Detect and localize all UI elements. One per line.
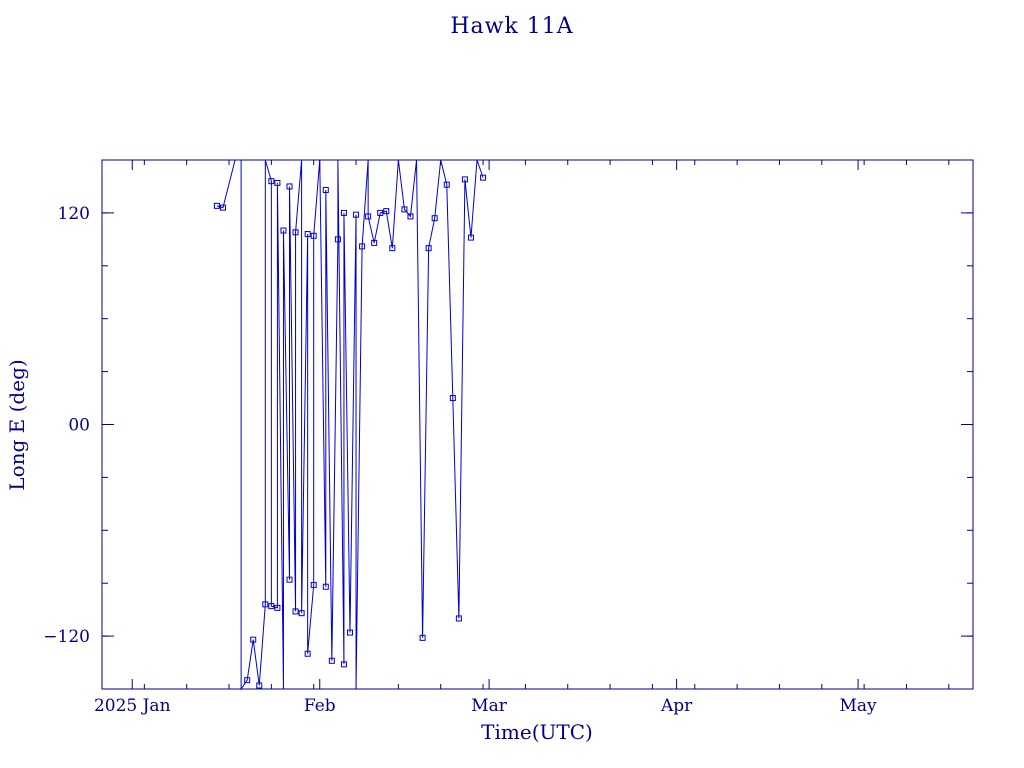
data-point [310, 232, 317, 239]
data-point [286, 183, 293, 190]
data-point [304, 650, 311, 657]
data-point [250, 636, 257, 643]
data-point [274, 604, 281, 611]
data-point [455, 615, 462, 622]
data-point [467, 234, 474, 241]
axis-ticks: 2025 Jan Feb Mar Apr May 120 00 −120 [43, 160, 973, 716]
data-point [304, 231, 311, 238]
data-point [461, 176, 468, 183]
series-path [216, 159, 484, 691]
x-tick-label: Mar [471, 696, 508, 716]
y-tick-label: −120 [43, 627, 90, 647]
data-point [383, 208, 390, 215]
data-point [310, 581, 317, 588]
data-point [443, 181, 450, 188]
data-point [340, 661, 347, 668]
data-point [298, 610, 305, 617]
data-point [449, 395, 456, 402]
data-point [407, 213, 414, 220]
y-tick-label: 00 [68, 416, 90, 436]
data-point [274, 179, 281, 186]
x-tick-label: 2025 Jan [94, 696, 171, 716]
data-point [322, 583, 329, 590]
data-point [268, 178, 275, 185]
data-point [262, 601, 269, 608]
data-point [322, 186, 329, 193]
series-markers [213, 174, 487, 689]
data-point [334, 236, 341, 243]
data-point [401, 206, 408, 213]
data-point [389, 245, 396, 252]
data-point [371, 239, 378, 246]
data-point [419, 634, 426, 641]
data-point [377, 209, 384, 216]
data-point [292, 608, 299, 615]
data-point [286, 576, 293, 583]
data-point [328, 657, 335, 664]
plot-frame [101, 159, 974, 690]
y-tick-label: 120 [58, 204, 90, 224]
x-tick-label: Feb [304, 696, 336, 716]
data-point [244, 677, 251, 684]
data-point [359, 243, 366, 250]
x-tick-label: May [839, 696, 877, 716]
data-point [431, 215, 438, 222]
data-point [353, 211, 360, 218]
data-point [213, 202, 220, 209]
data-point [280, 227, 287, 234]
chart-title: Hawk 11A [450, 14, 574, 39]
data-point [340, 209, 347, 216]
data-point [292, 229, 299, 236]
data-point [365, 213, 372, 220]
x-axis-label: Time(UTC) [481, 720, 593, 744]
data-point [480, 174, 487, 181]
data-point [219, 204, 226, 211]
series-line [216, 159, 484, 691]
y-axis-label: Long E (deg) [5, 359, 29, 490]
data-point [256, 682, 263, 689]
data-point [268, 603, 275, 610]
data-point [425, 245, 432, 252]
x-tick-label: Apr [660, 696, 693, 716]
data-point [346, 629, 353, 636]
